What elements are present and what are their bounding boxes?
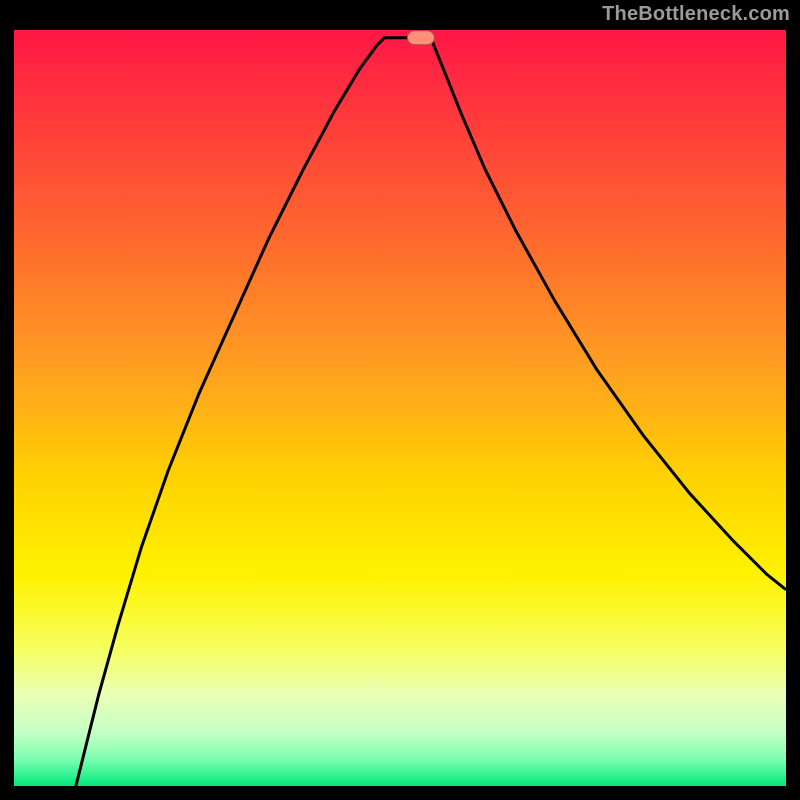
plot-area bbox=[14, 30, 786, 786]
optimal-point-marker bbox=[407, 30, 435, 45]
chart-frame: TheBottleneck.com bbox=[0, 0, 800, 800]
curve-right-branch bbox=[431, 38, 786, 590]
curve-left-branch bbox=[72, 38, 416, 786]
bottleneck-curve bbox=[14, 30, 786, 786]
watermark-text: TheBottleneck.com bbox=[602, 3, 790, 26]
